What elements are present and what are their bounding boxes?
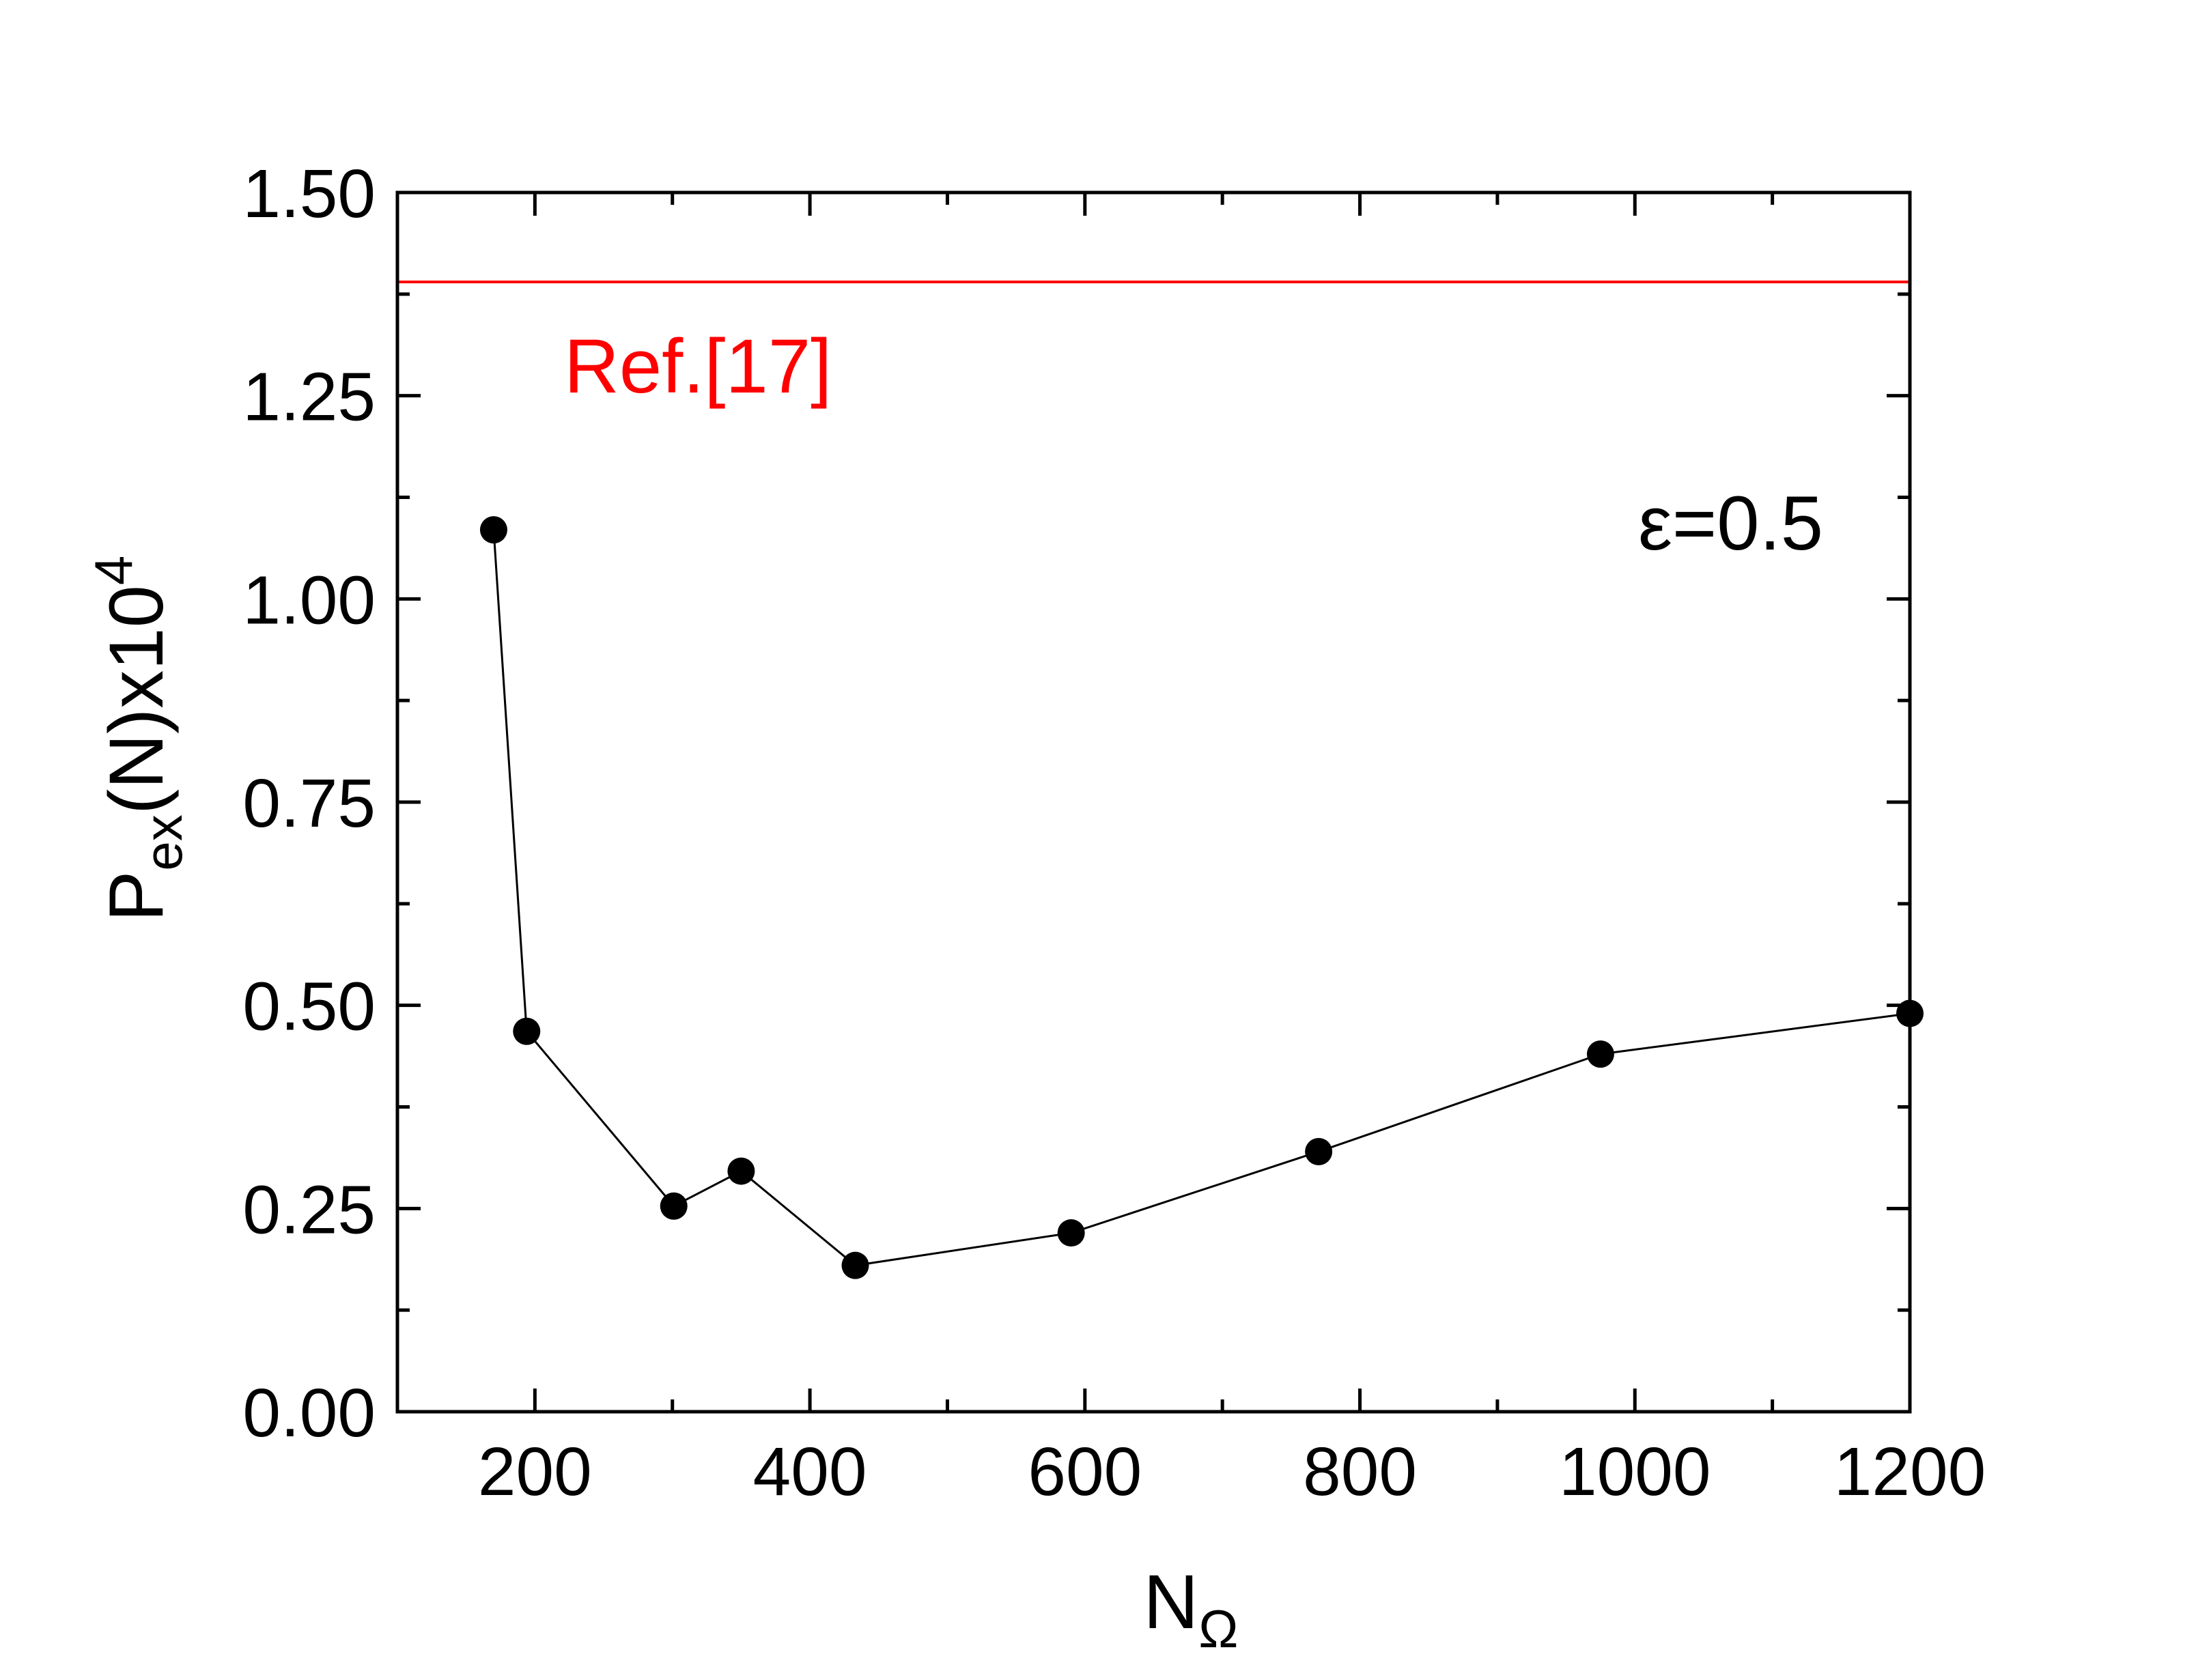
y-axis-title: Pex(N)x104 [83, 556, 193, 922]
data-point [841, 1251, 869, 1279]
data-point [1586, 1040, 1614, 1068]
tick-labels-layer: 200 400 600 800 1000 1200 0.00 0.25 0.50 0.75 1.00… [242, 156, 1986, 1510]
y-tick-label: 1.25 [242, 359, 376, 436]
x-axis-title-main: N [1143, 1559, 1198, 1645]
data-point [1305, 1137, 1333, 1165]
data-point [479, 516, 507, 544]
x-tick-label: 1000 [1559, 1434, 1711, 1510]
reference-line-label: Ref.[17] [564, 324, 832, 409]
data-point [727, 1157, 755, 1185]
x-tick-label: 200 [478, 1434, 592, 1510]
y-tick-label: 0.25 [242, 1171, 376, 1248]
x-tick-label: 400 [753, 1434, 867, 1510]
x-tick-label: 1200 [1834, 1434, 1986, 1510]
epsilon-annotation: ε=0.5 [1638, 481, 1823, 566]
y-tick-label: 0.00 [242, 1375, 376, 1451]
x-axis-title: NΩ [1143, 1559, 1238, 1659]
x-axis-title-subscript: Ω [1198, 1599, 1238, 1659]
ticks-layer [395, 190, 1912, 1414]
y-axis-title-main: P [94, 871, 179, 922]
y-axis-title-rest: (N)x10 [94, 585, 179, 814]
data-point [1057, 1219, 1085, 1247]
y-tick-label: 0.75 [242, 765, 376, 842]
series-layer [479, 516, 1924, 1279]
y-axis-title-superscript: 4 [83, 556, 143, 585]
y-tick-label: 1.00 [242, 562, 376, 638]
x-tick-label: 800 [1303, 1434, 1417, 1510]
x-tick-label: 600 [1028, 1434, 1142, 1510]
series-line [492, 530, 1911, 1267]
data-point [660, 1192, 688, 1220]
y-axis-title-subscript: ex [133, 814, 193, 870]
y-tick-label: 1.50 [242, 156, 376, 232]
y-tick-label: 0.50 [242, 969, 376, 1045]
data-point [513, 1017, 541, 1045]
